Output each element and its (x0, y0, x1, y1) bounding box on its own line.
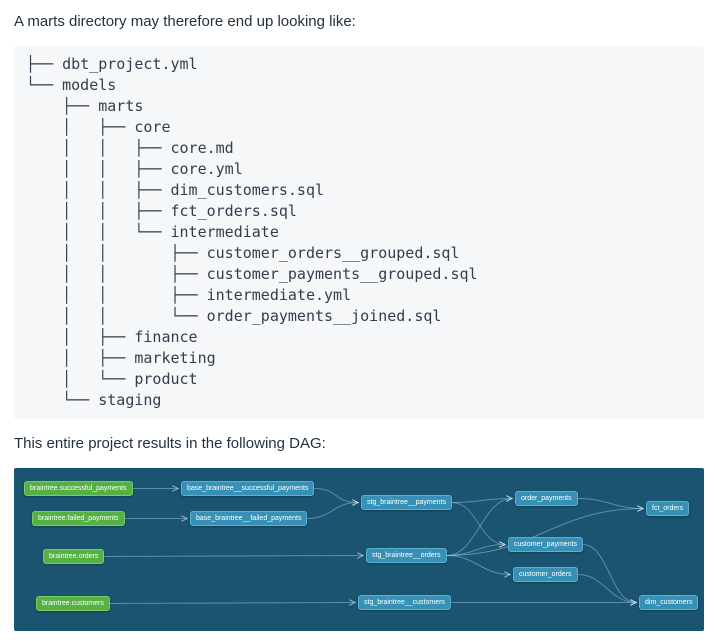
dag-node-order-payments[interactable]: order_payments (515, 491, 578, 506)
dag-canvas: braintree.successful_payments braintree.f… (14, 468, 704, 631)
dag-edge-stg-braintree-orders-to-fct-orders (446, 509, 643, 556)
dag-edge-customer-orders-to-dim-customers (577, 574, 636, 603)
dag-node-stg-braintree-payments[interactable]: stg_braintree__payments (361, 495, 452, 510)
dag-node-customer-orders[interactable]: customer_orders (513, 567, 578, 582)
directory-tree-code-block: ├── dbt_project.yml └── models ├── marts… (14, 46, 704, 419)
dag-node-braintree-orders[interactable]: braintree.orders (43, 549, 105, 564)
dag-node-customer-payments[interactable]: customer_payments (508, 537, 584, 552)
dag-node-dim-customers[interactable]: dim_customers (639, 595, 699, 610)
dag-edge-stg-braintree-orders-to-customer-payments (446, 545, 505, 556)
dag-edge-stg-braintree-orders-to-customer-orders (446, 555, 510, 575)
dag-edge-stg-braintree-payments-to-order-payments (451, 499, 512, 503)
dag-edge-customer-payments-to-dim-customers (582, 544, 636, 603)
dag-edge-stg-braintree-orders-to-order-payments (446, 499, 512, 556)
dag-node-stg-braintree-orders[interactable]: stg_braintree__orders (366, 548, 447, 563)
intro-text: A marts directory may therefore end up l… (14, 13, 356, 30)
dag-edge-base-braintree-failed-payments-to-stg-braintree-payments (306, 503, 358, 519)
dag-edge-braintree-customers-to-stg-braintree-customers (109, 603, 355, 604)
dag-node-base-braintree-successful-payments[interactable]: base_braintree__successful_payments (181, 481, 315, 496)
dag-edge-stg-braintree-payments-to-customer-payments (451, 502, 505, 545)
dag-edge-braintree-orders-to-stg-braintree-orders (103, 556, 363, 557)
dag-intro-text: This entire project results in the follo… (14, 435, 326, 452)
docs-content: A marts directory may therefore end up l… (14, 12, 704, 631)
dag-node-braintree-successful-payments[interactable]: braintree.successful_payments (24, 481, 133, 496)
dag-node-stg-braintree-customers[interactable]: stg_braintree__customers (358, 595, 451, 610)
dag-edge-base-braintree-successful-payments-to-stg-braintree-payments (313, 488, 358, 503)
dag-node-braintree-customers[interactable]: braintree.customers (36, 596, 110, 611)
dag-node-base-braintree-failed-payments[interactable]: base_braintree__failed_payments (190, 511, 308, 526)
dag-edges-layer (103, 468, 704, 631)
dag-edge-order-payments-to-fct-orders (577, 498, 643, 509)
dag-node-braintree-failed-payments[interactable]: braintree.failed_payments (32, 511, 125, 526)
dag-node-fct-orders[interactable]: fct_orders (646, 501, 690, 516)
